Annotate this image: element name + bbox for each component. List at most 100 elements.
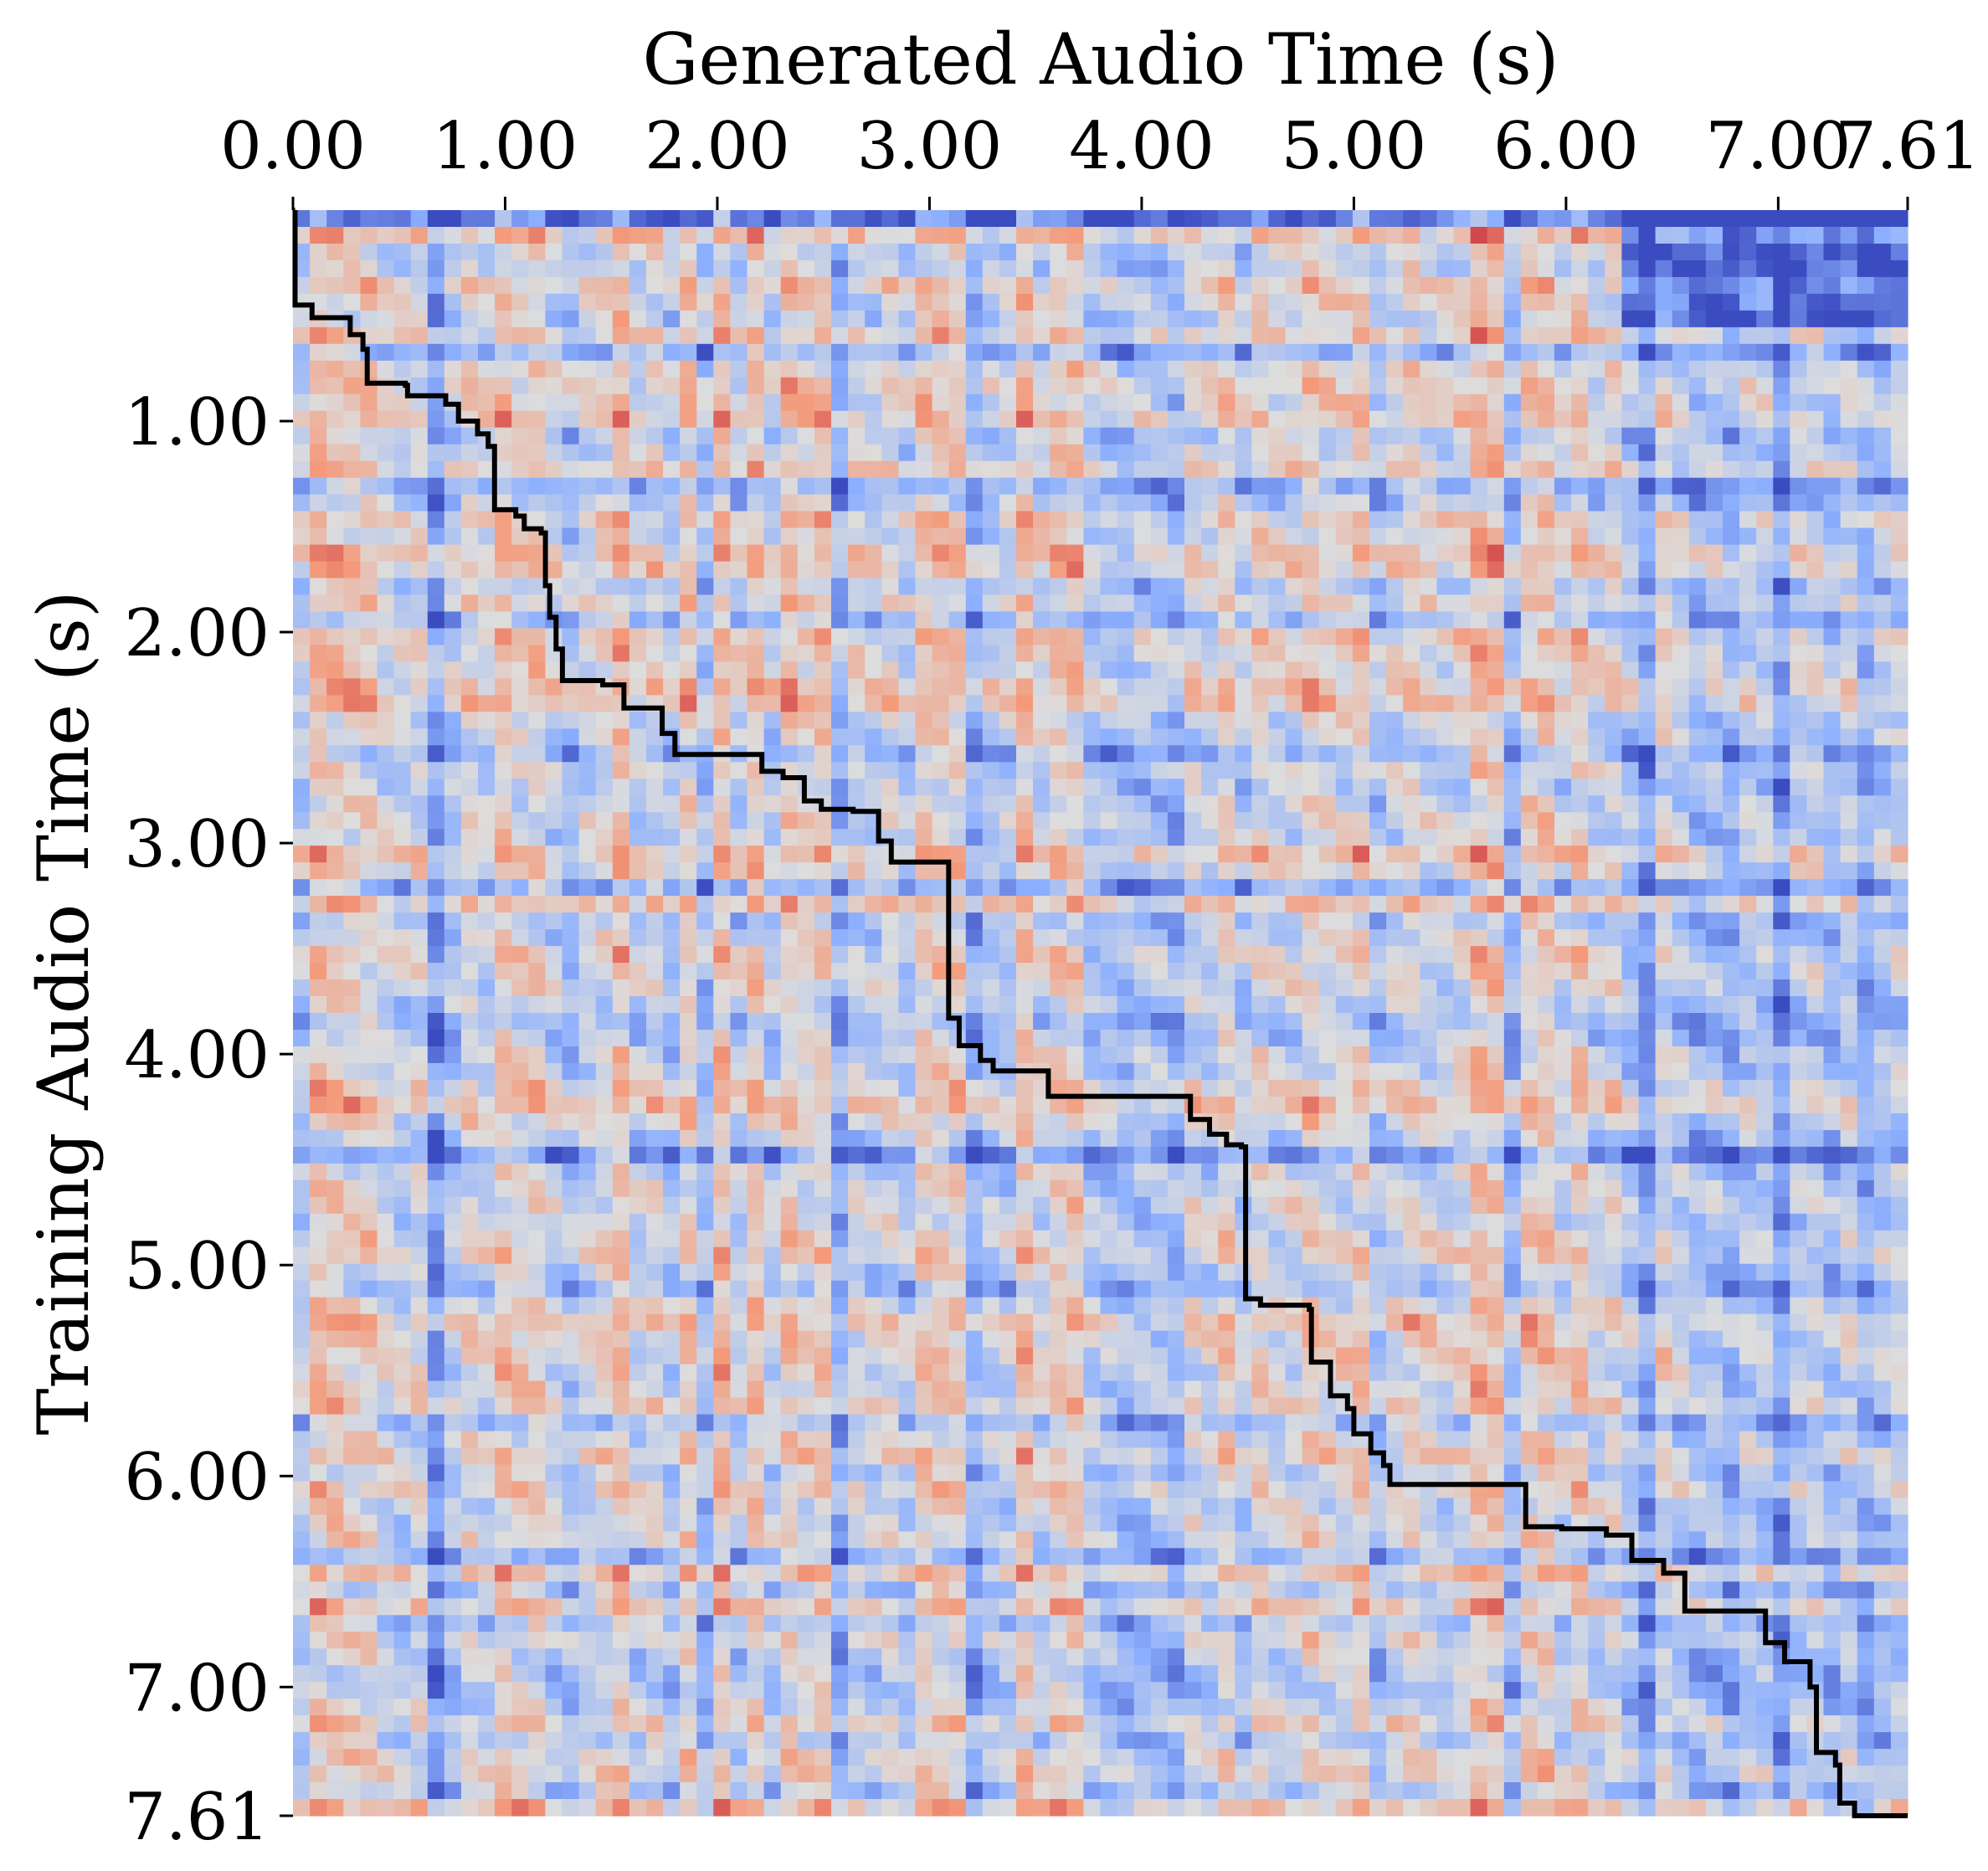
- heatmap-cell: [1302, 628, 1320, 646]
- heatmap-cell: [932, 1062, 950, 1081]
- heatmap-cell: [763, 996, 782, 1014]
- heatmap-cell: [1167, 929, 1185, 947]
- heatmap-cell: [1605, 879, 1622, 897]
- heatmap-cell: [1167, 210, 1185, 228]
- heatmap-cell: [1218, 695, 1235, 712]
- heatmap-cell: [1403, 544, 1420, 563]
- heatmap-cell: [1705, 594, 1723, 613]
- heatmap-cell: [865, 645, 882, 663]
- heatmap-cell: [393, 728, 412, 746]
- heatmap-cell: [982, 795, 1000, 813]
- heatmap-cell: [1739, 210, 1757, 228]
- heatmap-cell: [1133, 846, 1152, 863]
- heatmap-cell: [410, 494, 429, 512]
- heatmap-cell: [1369, 762, 1387, 779]
- heatmap-cell: [1756, 310, 1774, 328]
- heatmap-cell: [1184, 326, 1202, 345]
- heatmap-cell: [1605, 929, 1622, 947]
- heatmap-cell: [797, 260, 815, 278]
- heatmap-cell: [1554, 276, 1572, 295]
- heatmap-cell: [1235, 712, 1252, 729]
- heatmap-cell: [595, 210, 614, 228]
- heatmap-cell: [1033, 795, 1051, 813]
- heatmap-cell: [1352, 293, 1370, 311]
- heatmap-cell: [343, 477, 361, 496]
- heatmap-cell: [1251, 527, 1269, 546]
- heatmap-cell: [1403, 862, 1420, 880]
- heatmap-cell: [595, 929, 614, 947]
- heatmap-cell: [1235, 645, 1252, 663]
- heatmap-cell: [646, 912, 664, 930]
- heatmap-cell: [1201, 227, 1219, 244]
- heatmap-cell: [310, 628, 327, 646]
- heatmap-cell: [1571, 829, 1589, 846]
- heatmap-cell: [460, 695, 479, 712]
- heatmap-cell: [595, 343, 614, 362]
- heatmap-cell: [1537, 578, 1555, 596]
- heatmap-cell: [1739, 244, 1757, 261]
- heatmap-cell: [1773, 695, 1790, 712]
- heatmap-cell: [1705, 1013, 1723, 1031]
- heatmap-cell: [663, 762, 681, 779]
- heatmap-cell: [1638, 946, 1657, 964]
- heatmap-cell: [460, 611, 479, 630]
- heatmap-cell: [1100, 661, 1118, 679]
- heatmap-cell: [680, 594, 697, 613]
- heatmap-cell: [495, 979, 512, 997]
- heatmap-cell: [1100, 594, 1118, 613]
- heatmap-cell: [545, 929, 563, 947]
- heatmap-cell: [1033, 578, 1051, 596]
- heatmap-cell: [495, 460, 512, 479]
- heatmap-cell: [310, 979, 327, 997]
- heatmap-cell: [460, 227, 479, 244]
- heatmap-cell: [562, 946, 580, 964]
- heatmap-cell: [1335, 645, 1354, 663]
- heatmap-cell: [1302, 929, 1320, 947]
- heatmap-cell: [612, 444, 630, 462]
- heatmap-cell: [1352, 996, 1370, 1014]
- heatmap-cell: [831, 1046, 849, 1064]
- heatmap-cell: [1487, 527, 1505, 546]
- heatmap-cell: [393, 544, 412, 563]
- heatmap-cell: [1873, 678, 1892, 696]
- heatmap-cell: [343, 862, 361, 880]
- heatmap-cell: [1873, 661, 1892, 679]
- heatmap-cell: [629, 946, 647, 964]
- heatmap-cell: [1167, 879, 1185, 897]
- heatmap-cell: [562, 879, 580, 897]
- heatmap-cell: [1588, 210, 1605, 228]
- heatmap-cell: [1655, 477, 1673, 496]
- heatmap-cell: [528, 460, 546, 479]
- heatmap-cell: [1016, 779, 1034, 796]
- heatmap-cell: [1251, 829, 1269, 846]
- heatmap-cell: [680, 645, 697, 663]
- heatmap-cell: [1251, 846, 1269, 863]
- heatmap-cell: [1420, 244, 1437, 261]
- heatmap-cell: [377, 578, 395, 596]
- heatmap-cell: [1873, 929, 1892, 947]
- heatmap-cell: [293, 360, 311, 378]
- heatmap-cell: [965, 544, 984, 563]
- heatmap-cell: [1335, 460, 1354, 479]
- heatmap-cell: [1756, 611, 1774, 630]
- heatmap-cell: [1537, 561, 1555, 579]
- heatmap-cell: [1150, 343, 1169, 362]
- heatmap-cell: [1503, 1046, 1522, 1064]
- heatmap-cell: [865, 360, 882, 378]
- heatmap-cell: [1352, 728, 1370, 746]
- heatmap-cell: [1352, 561, 1370, 579]
- heatmap-cell: [360, 862, 378, 880]
- heatmap-cell: [915, 293, 933, 311]
- heatmap-cell: [1050, 343, 1067, 362]
- heatmap-cell: [848, 377, 866, 395]
- heatmap-cell: [1033, 812, 1051, 830]
- heatmap-cell: [948, 846, 967, 863]
- heatmap-cell: [763, 645, 782, 663]
- heatmap-cell: [1756, 377, 1774, 395]
- heatmap-cell: [1302, 912, 1320, 930]
- heatmap-cell: [1436, 979, 1455, 997]
- heatmap-cell: [1790, 1062, 1807, 1081]
- heatmap-cell: [999, 695, 1017, 712]
- heatmap-cell: [1688, 996, 1707, 1014]
- heatmap-cell: [1588, 829, 1605, 846]
